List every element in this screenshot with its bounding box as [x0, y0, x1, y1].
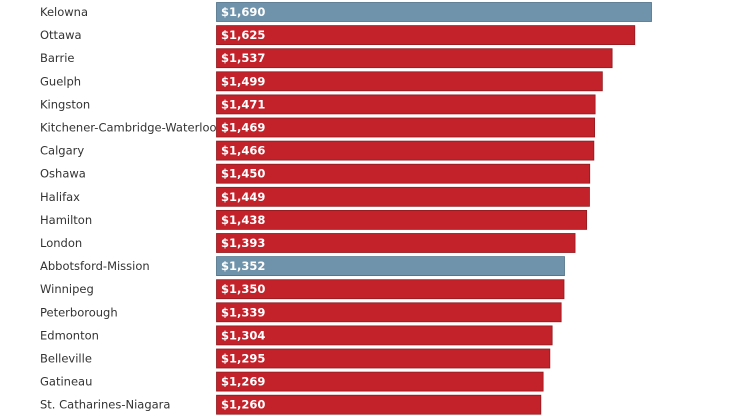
category-label-barrie: Barrie [40, 51, 74, 65]
bar-ottawa [216, 25, 636, 46]
value-label-gatineau: $1,269 [221, 375, 265, 389]
bar-abbotsford-mission [216, 256, 565, 277]
bar-halifax [216, 186, 590, 207]
bar-winnipeg [216, 279, 565, 300]
bar-guelph [216, 71, 603, 92]
value-labels: $1,690 $1,625 $1,537 $1,499 $1,471 $1,469 $1,4… [221, 5, 265, 412]
value-label-oshawa: $1,450 [221, 167, 265, 181]
bar-kingston [216, 94, 596, 115]
bar-oshawa [216, 163, 591, 184]
value-label-hamilton: $1,438 [221, 213, 265, 227]
category-label-halifax: Halifax [40, 190, 80, 204]
category-label-abbotsford-mission: Abbotsford-Mission [40, 259, 150, 273]
value-label-belleville: $1,295 [221, 352, 265, 366]
value-label-edmonton: $1,304 [221, 328, 265, 342]
bar-barrie [216, 48, 613, 69]
bar-kitchener-cambridge-waterloo [216, 117, 596, 138]
category-label-london: London [40, 236, 82, 250]
bar-hamilton [216, 209, 588, 230]
bar-kelowna [216, 2, 652, 22]
category-label-ottawa: Ottawa [40, 28, 82, 42]
category-label-oshawa: Oshawa [40, 167, 86, 181]
value-label-halifax: $1,449 [221, 190, 265, 204]
value-label-ottawa: $1,625 [221, 28, 265, 42]
value-label-kelowna: $1,690 [221, 5, 265, 19]
bar-st-catharines-niagara [216, 394, 542, 415]
category-label-belleville: Belleville [40, 352, 92, 366]
category-label-guelph: Guelph [40, 74, 81, 88]
value-label-winnipeg: $1,350 [221, 282, 265, 296]
category-label-st-catharines-niagara: St. Catharines-Niagara [40, 398, 170, 412]
bar-gatineau [216, 371, 544, 392]
category-label-kingston: Kingston [40, 97, 90, 111]
category-label-edmonton: Edmonton [40, 328, 99, 342]
value-label-guelph: $1,499 [221, 74, 265, 88]
category-label-gatineau: Gatineau [40, 375, 92, 389]
bar-peterborough [216, 302, 562, 323]
bar-london [216, 233, 576, 253]
category-label-calgary: Calgary [40, 144, 84, 158]
bar-edmonton [216, 325, 553, 346]
category-label-peterborough: Peterborough [40, 305, 118, 319]
value-label-barrie: $1,537 [221, 51, 265, 65]
value-label-peterborough: $1,339 [221, 305, 265, 319]
category-labels: Kelowna Ottawa Barrie Guelph Kingston Kitchen… [40, 5, 217, 412]
value-label-london: $1,393 [221, 236, 265, 250]
category-label-hamilton: Hamilton [40, 213, 92, 227]
bar-belleville [216, 348, 551, 369]
category-label-kelowna: Kelowna [40, 5, 88, 19]
value-label-calgary: $1,466 [221, 144, 265, 158]
value-label-kitchener-cambridge-waterloo: $1,469 [221, 121, 265, 135]
category-label-winnipeg: Winnipeg [40, 282, 94, 296]
category-label-kitchener-cambridge-waterloo: Kitchener-Cambridge-Waterloo [40, 121, 217, 135]
value-label-abbotsford-mission: $1,352 [221, 259, 265, 273]
value-label-st-catharines-niagara: $1,260 [221, 398, 265, 412]
value-label-kingston: $1,471 [221, 97, 265, 111]
bars [216, 2, 652, 415]
bar-calgary [216, 140, 595, 161]
